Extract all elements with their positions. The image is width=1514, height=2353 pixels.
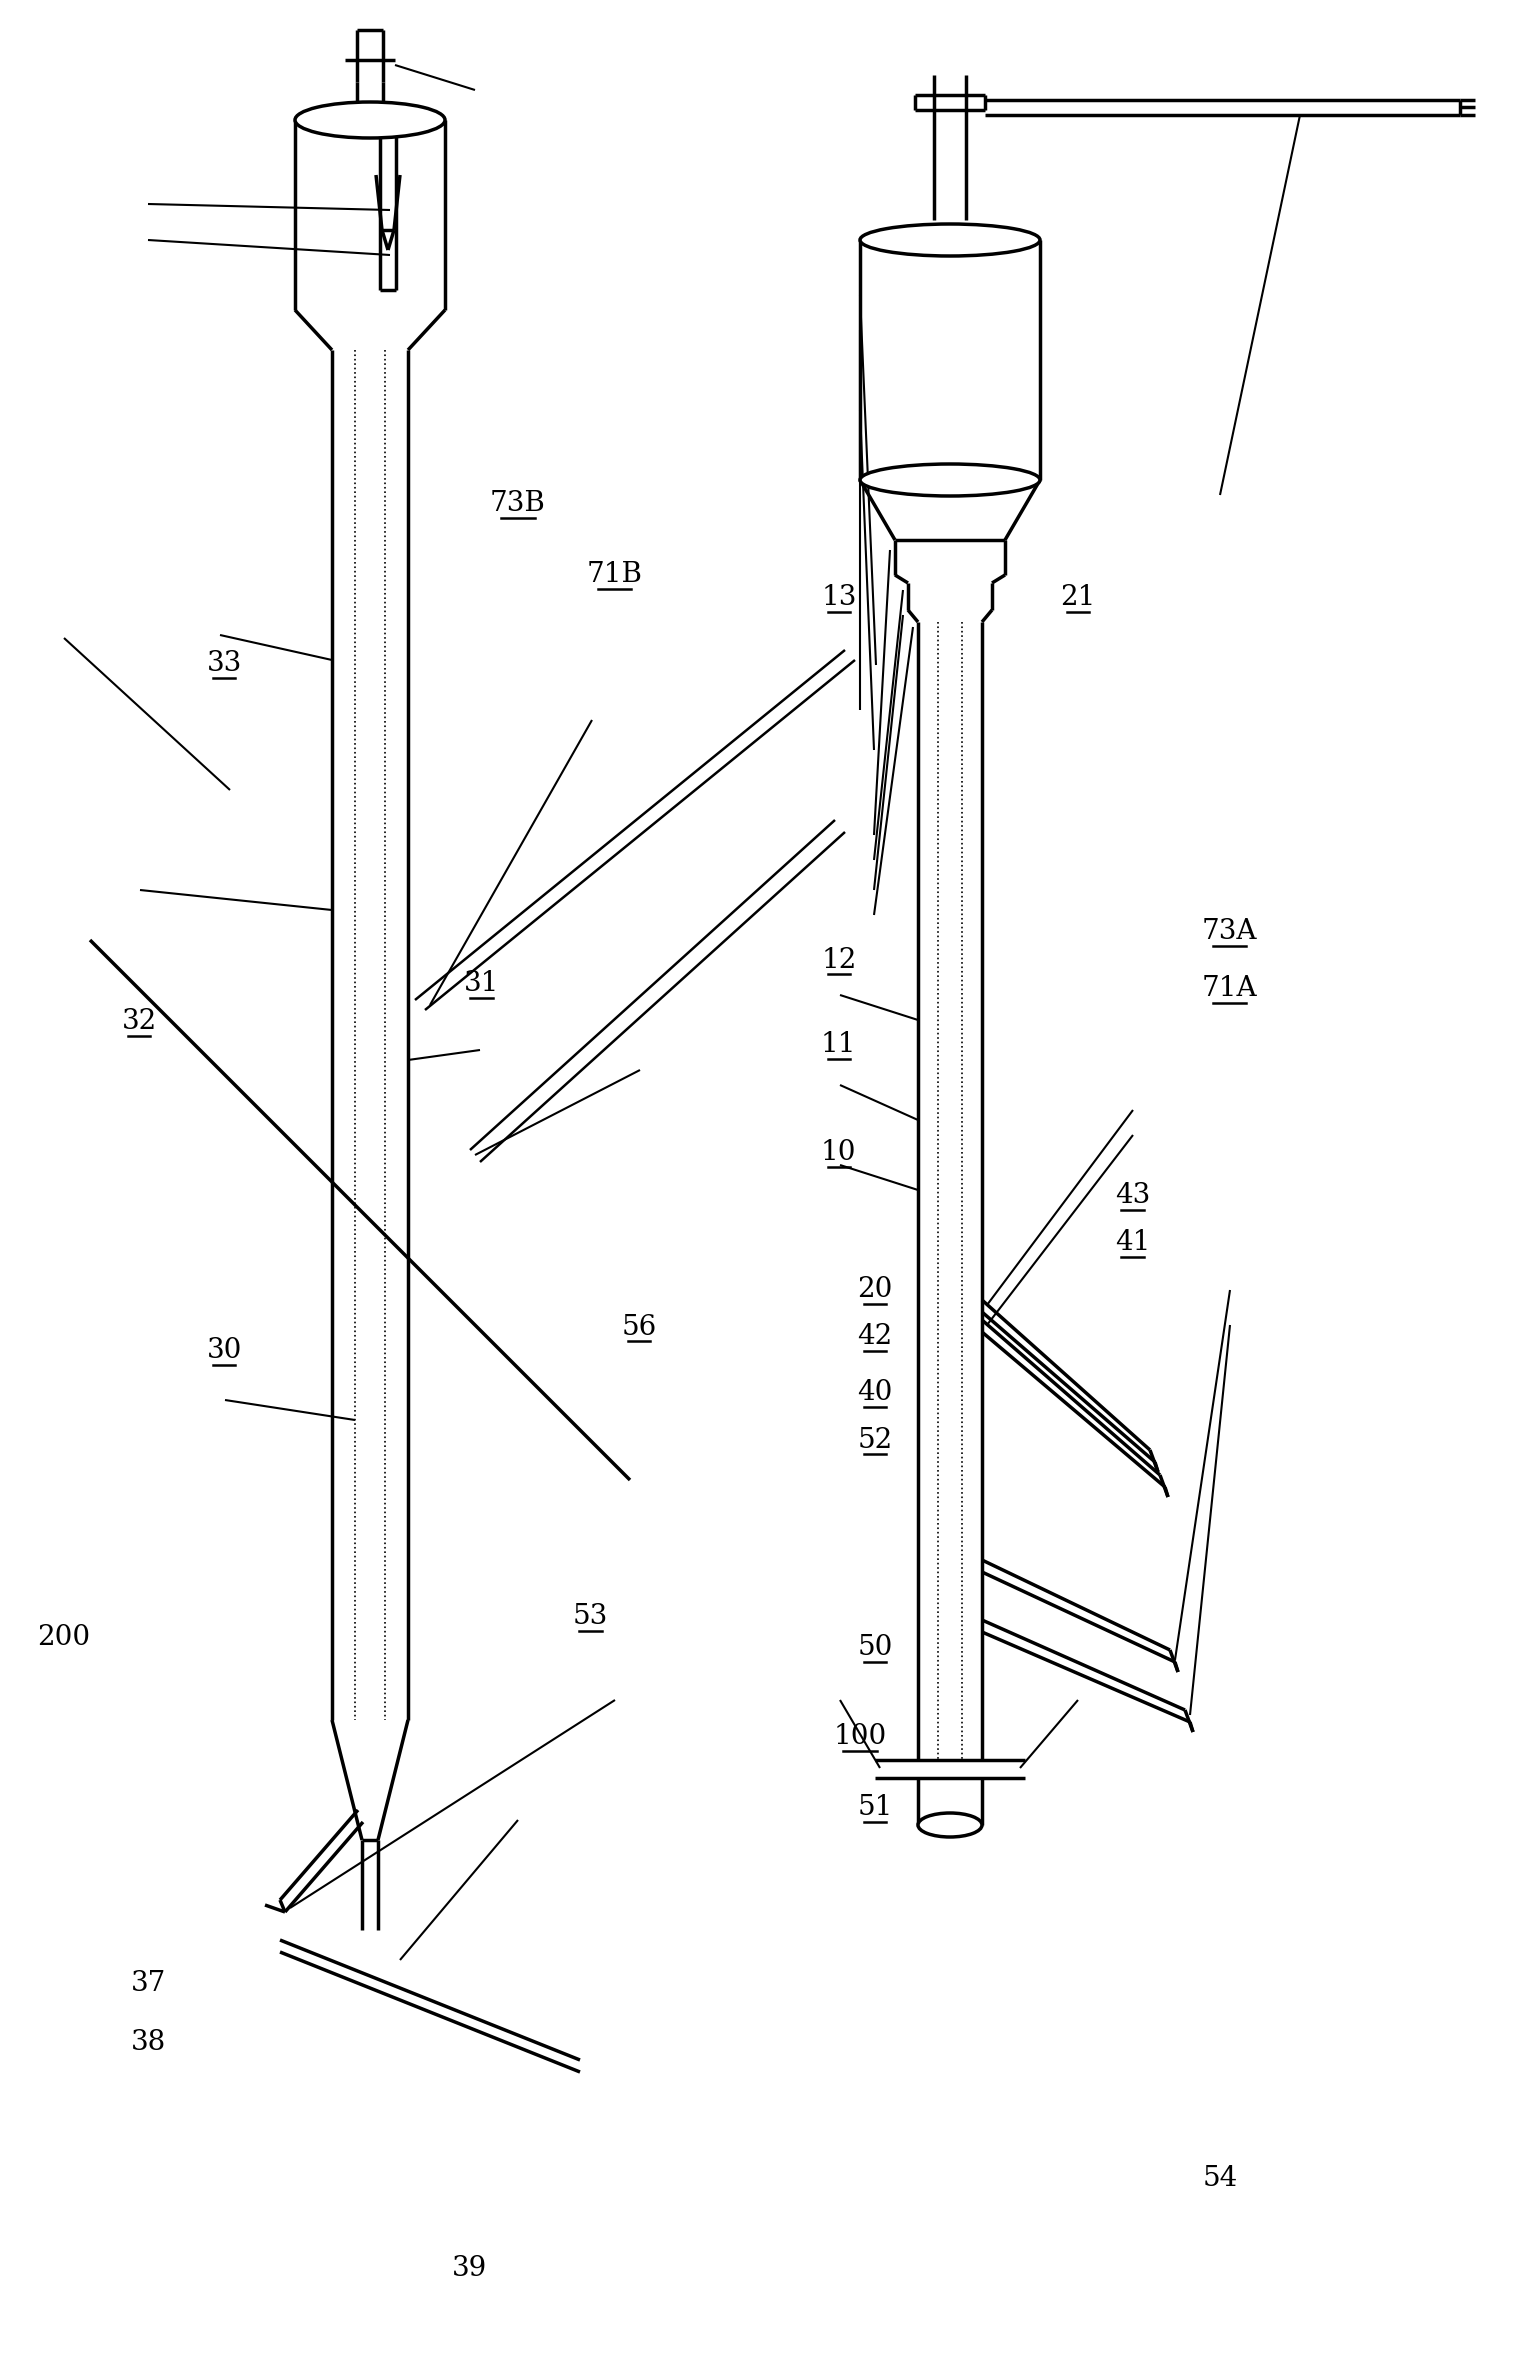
Text: 73A: 73A: [1202, 918, 1257, 946]
Text: 71B: 71B: [587, 560, 642, 588]
Text: 51: 51: [857, 1793, 893, 1821]
Text: 21: 21: [1060, 584, 1096, 612]
Ellipse shape: [860, 464, 1040, 496]
Text: 100: 100: [833, 1722, 887, 1751]
Text: 43: 43: [1114, 1181, 1151, 1209]
Text: 10: 10: [821, 1139, 857, 1167]
Text: 71A: 71A: [1202, 974, 1257, 1002]
Text: 38: 38: [130, 2028, 167, 2057]
Text: 13: 13: [821, 584, 857, 612]
Text: 37: 37: [130, 1969, 167, 1998]
Text: 56: 56: [621, 1313, 657, 1341]
Text: 53: 53: [572, 1602, 609, 1631]
Text: 33: 33: [206, 649, 242, 678]
Text: 39: 39: [451, 2254, 488, 2282]
Text: 11: 11: [821, 1031, 857, 1059]
Ellipse shape: [917, 1814, 983, 1838]
Text: 32: 32: [121, 1007, 157, 1035]
Text: 30: 30: [206, 1337, 242, 1365]
Text: 41: 41: [1114, 1228, 1151, 1257]
Text: 52: 52: [857, 1426, 893, 1454]
Text: 12: 12: [821, 946, 857, 974]
Ellipse shape: [295, 101, 445, 139]
Text: 40: 40: [857, 1379, 893, 1407]
Text: 50: 50: [857, 1633, 893, 1661]
Text: 31: 31: [463, 969, 500, 998]
Text: 73B: 73B: [491, 489, 545, 518]
Text: 54: 54: [1202, 2165, 1238, 2193]
Text: 200: 200: [36, 1624, 91, 1652]
Text: 20: 20: [857, 1275, 893, 1304]
Text: 42: 42: [857, 1322, 893, 1351]
Ellipse shape: [860, 224, 1040, 256]
